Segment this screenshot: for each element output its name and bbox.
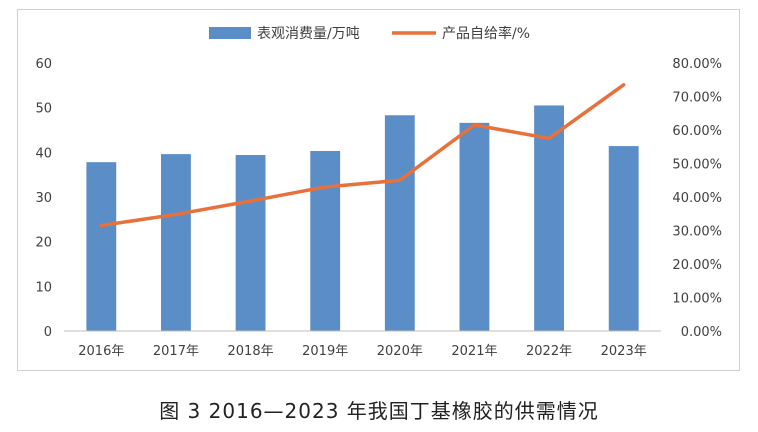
right-axis-tick-label: 0.00% [681,325,722,340]
right-axis-tick-label: 30.00% [672,225,722,240]
x-axis-tick-label: 2018年 [228,344,274,359]
right-axis-tick-label: 60.00% [672,124,722,139]
line-point-2020年 [398,178,402,182]
line-point-2023年 [622,83,626,87]
x-axis-tick-label: 2019年 [302,344,348,359]
figure-caption: 图 3 2016—2023 年我国丁基橡胶的供需情况 [159,399,599,423]
right-axis-tick-label: 80.00% [672,57,722,72]
x-axis-tick-label: 2022年 [526,344,572,359]
left-axis-tick-label: 40 [35,146,52,161]
left-axis-tick-label: 50 [35,102,52,117]
bar-2020年 [384,115,415,331]
bar-2019年 [310,150,341,331]
left-axis-tick-label: 60 [35,57,52,72]
x-axis: 2016年 2017年 2018年 2019年 2020年 2021年 2022年 2023年 [64,330,661,359]
line-point-2019年 [323,185,327,189]
chart-frame: 表观消费量/万吨 产品自给率/% 0 10 20 30 40 50 60 0.00% 10.00… [17,9,740,371]
line-point-2022年 [547,136,551,140]
x-axis-tick-label: 2017年 [153,344,199,359]
line-series [99,83,626,228]
x-axis-tick-label: 2016年 [78,344,124,359]
legend-label-line: 产品自给率/% [442,25,530,42]
legend-swatch-bar [209,27,251,39]
legend: 表观消费量/万吨 产品自给率/% [209,25,530,42]
bar-2018年 [235,155,266,331]
x-axis-tick-label: 2020年 [377,344,423,359]
right-axis-tick-label: 10.00% [672,292,722,307]
line-point-2018年 [249,199,253,203]
line-self-sufficiency [99,83,626,228]
line-point-2017年 [174,212,178,216]
left-axis-tick-label: 0 [44,325,52,340]
x-axis-tick-label: 2021年 [451,344,497,359]
left-axis-tick-label: 20 [35,236,52,251]
bar-2017年 [161,154,191,331]
line-point-2021年 [472,123,476,127]
bar-2023年 [608,146,639,331]
left-axis: 0 10 20 30 40 50 60 [35,57,52,340]
bar-2016年 [86,162,117,331]
right-axis-tick-label: 70.00% [672,91,722,106]
bar-2021年 [459,122,490,331]
left-axis-tick-label: 10 [35,280,52,295]
chart-svg: 表观消费量/万吨 产品自给率/% 0 10 20 30 40 50 60 0.00% 10.00… [35,25,722,359]
right-axis-tick-label: 50.00% [672,158,722,173]
bar-2022年 [534,105,564,331]
line-point-2016年 [99,223,103,227]
x-axis-tick-label: 2023年 [601,344,647,359]
right-axis-tick-label: 20.00% [672,258,722,273]
right-axis: 0.00% 10.00% 20.00% 30.00% 40.00% 50.00% 60.00… [672,57,722,340]
legend-label-bar: 表观消费量/万吨 [257,26,360,42]
right-axis-tick-label: 40.00% [672,191,722,206]
left-axis-tick-label: 30 [35,191,52,206]
bar-series [86,105,639,331]
